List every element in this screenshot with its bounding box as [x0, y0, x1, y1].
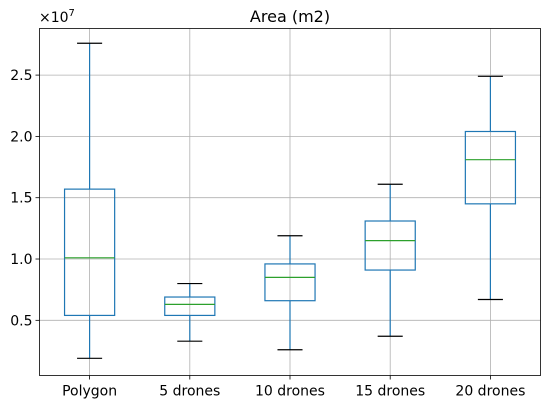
box-group — [63, 42, 116, 359]
x-tick-label: 10 drones — [255, 384, 325, 400]
iqr-box — [164, 296, 216, 317]
x-tick-label: 20 drones — [455, 384, 525, 400]
y-scale-base: ×10 — [39, 10, 69, 26]
tick-layer: 0.5 1.0 1.5 2.0 2.5 Polygon 5 drones 10 drones 1… — [10, 68, 525, 399]
x-tick-label: Polygon — [62, 384, 117, 400]
y-scale-offset: ×107 — [39, 8, 75, 26]
y-scale-exponent: 7 — [69, 8, 75, 19]
iqr-box — [464, 130, 517, 205]
box-group — [164, 282, 216, 342]
iqr-box — [364, 220, 416, 271]
x-tick-label: 5 drones — [159, 384, 220, 400]
box-layer — [63, 42, 517, 359]
box-group — [364, 183, 416, 337]
y-tick-label: 2.5 — [10, 68, 32, 84]
box-group — [464, 75, 517, 301]
y-tick-label: 1.0 — [10, 252, 32, 268]
iqr-box — [264, 263, 316, 302]
y-tick-label: 2.0 — [10, 129, 32, 145]
y-tick-label: 0.5 — [10, 313, 32, 329]
x-tick-label: 15 drones — [355, 384, 425, 400]
box-group — [264, 235, 316, 351]
y-tick-label: 1.5 — [10, 191, 32, 207]
chart-title: Area (m2) — [250, 7, 330, 26]
iqr-box — [63, 188, 116, 317]
